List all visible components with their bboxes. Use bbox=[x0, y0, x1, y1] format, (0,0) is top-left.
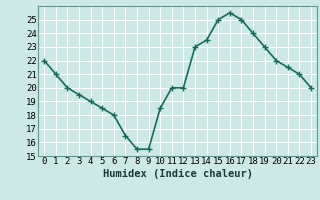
X-axis label: Humidex (Indice chaleur): Humidex (Indice chaleur) bbox=[103, 169, 252, 179]
